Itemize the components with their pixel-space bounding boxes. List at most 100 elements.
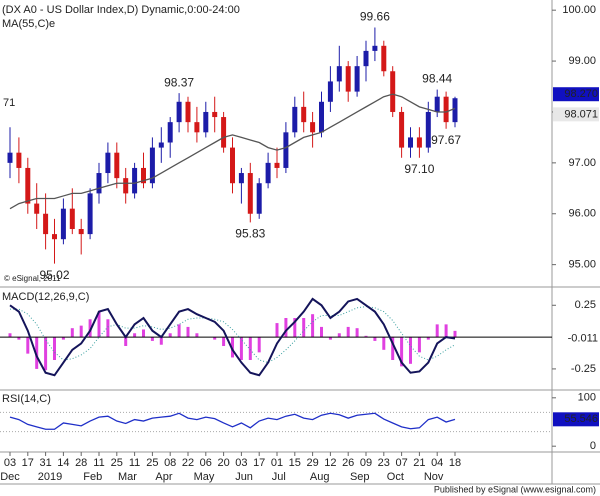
candle-body: [230, 147, 235, 184]
histogram-bar: [400, 337, 404, 367]
histogram-bar: [79, 325, 83, 338]
x-tick-label: 21: [413, 457, 425, 469]
x-tick-label: 06: [200, 457, 212, 469]
candle-body: [96, 173, 102, 194]
candle-body: [292, 106, 298, 133]
month-label: May: [194, 471, 215, 483]
histogram-bar: [26, 337, 30, 354]
candle-body: [194, 122, 200, 133]
candle-body: [416, 137, 422, 148]
y-tick-label: 100.00: [562, 4, 596, 16]
y-tick-label: 100: [578, 392, 596, 404]
candle-body: [149, 147, 155, 184]
x-tick-label: 04: [431, 457, 443, 469]
copyright: © eSignal, 2011: [4, 274, 61, 283]
x-tick-label: 23: [378, 457, 390, 469]
x-tick-label: 26: [342, 457, 354, 469]
candle-body: [132, 167, 138, 194]
candle-body: [274, 162, 280, 168]
x-tick-label: 08: [164, 457, 176, 469]
histogram-bar: [106, 319, 110, 338]
candle-body: [283, 132, 289, 168]
x-tick-label: 18: [449, 457, 461, 469]
x-tick-label: 28: [75, 457, 87, 469]
close-value-box: [553, 87, 599, 102]
histogram-bar: [346, 326, 350, 338]
ma-value: 98.071: [564, 108, 598, 120]
histogram-bar: [239, 337, 243, 360]
histogram-bar: [293, 318, 297, 338]
candle-body: [381, 45, 387, 72]
histogram-bar: [142, 329, 145, 338]
candle-body: [434, 96, 440, 112]
histogram-bar: [275, 323, 279, 338]
candle-body: [372, 45, 378, 51]
annotation: 97.10: [404, 162, 434, 176]
close-value: 98.270: [564, 88, 598, 100]
x-tick-label: 17: [253, 457, 265, 469]
macd-value-box: [553, 331, 599, 346]
candle-body: [399, 111, 405, 148]
candle-body: [16, 152, 22, 168]
macd-title: MACD(12,26,9,C): [2, 291, 89, 303]
histogram-bar: [70, 328, 74, 338]
histogram-bar: [195, 333, 199, 338]
candle-body: [310, 122, 316, 133]
month-label: Dec: [0, 471, 20, 483]
candle-body: [158, 142, 164, 148]
y-tick-label: 99.00: [568, 55, 596, 67]
y-tick-label: 0.25: [575, 299, 596, 311]
candle-body: [114, 152, 120, 179]
candle-body: [34, 203, 40, 214]
annotation: 98.44: [422, 72, 452, 86]
candle-body: [60, 208, 66, 240]
x-tick-label: 25: [146, 457, 158, 469]
candle-body: [265, 162, 271, 184]
y-tick-label: 97.00: [568, 157, 596, 169]
histogram-bar: [453, 330, 457, 338]
candle-body: [408, 137, 413, 148]
candle-body: [141, 167, 146, 184]
histogram-bar: [355, 328, 359, 338]
annotation: 97.67: [431, 133, 461, 147]
histogram-bar: [382, 337, 386, 350]
x-tick-label: 22: [182, 457, 194, 469]
candle-body: [69, 208, 75, 230]
rsi-value: 55.546: [564, 413, 598, 425]
month-label: Aug: [310, 471, 330, 483]
candle-body: [123, 178, 129, 194]
candle-body: [185, 101, 191, 123]
histogram-bar: [8, 333, 12, 338]
y-tick-label: 95.00: [568, 259, 596, 271]
candle-body: [176, 101, 182, 123]
candle-body: [87, 193, 93, 235]
candle-body: [25, 167, 31, 204]
month-label: Sep: [350, 471, 370, 483]
histogram-bar: [328, 337, 332, 340]
footer: Published by eSignal (www.esignal.com): [434, 484, 596, 494]
candle-body: [167, 122, 173, 143]
histogram-bar: [311, 314, 315, 338]
month-label: Apr: [155, 471, 172, 483]
x-tick-label: 17: [22, 457, 34, 469]
rsi-value-box: [553, 412, 599, 427]
ma-line: [9, 93, 456, 210]
histogram-bar: [177, 324, 181, 338]
candle-body: [390, 71, 396, 112]
month-label: Nov: [424, 471, 444, 483]
candle-body: [319, 101, 324, 133]
x-tick-label: 15: [289, 457, 301, 469]
histogram-bar: [213, 337, 217, 340]
candle-body: [256, 183, 262, 214]
candle-body: [52, 234, 57, 240]
candle-body: [363, 50, 369, 67]
histogram-bar: [391, 337, 395, 360]
candle-body: [221, 117, 227, 148]
histogram-bar: [159, 337, 163, 345]
histogram-bar: [168, 333, 172, 338]
candle-body: [43, 213, 49, 235]
histogram-bar: [61, 337, 65, 340]
rsi-line: [9, 412, 456, 430]
histogram-bar: [124, 337, 128, 346]
